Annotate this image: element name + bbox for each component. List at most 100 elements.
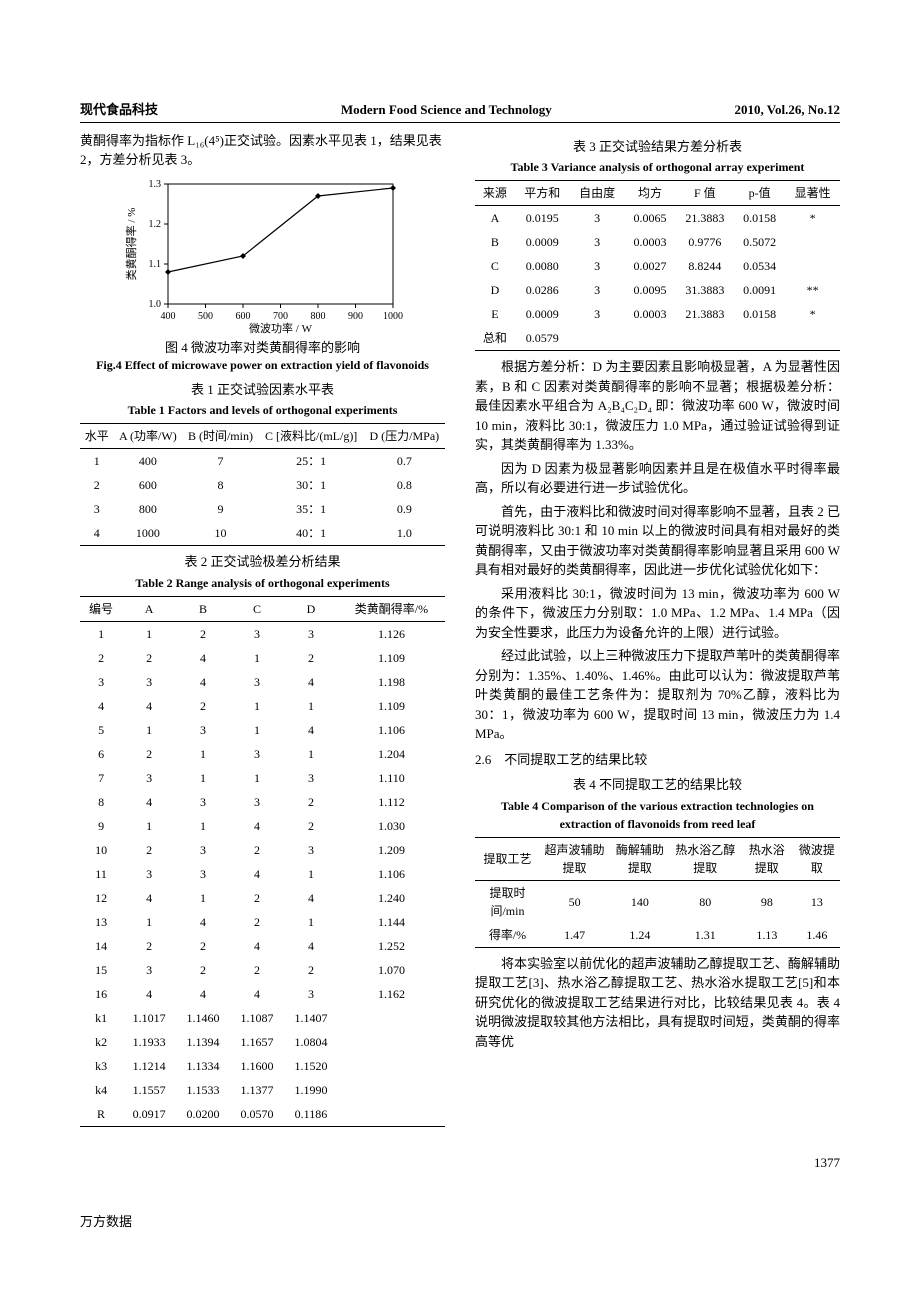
- figure-4-chart: 40050060070080090010001.01.11.21.3微波功率 /…: [123, 174, 403, 334]
- para4: 采用液料比 30:1，微波时间为 13 min，微波功率为 600 W 的条件下…: [475, 584, 840, 643]
- table-cell: 1.0804: [284, 1030, 338, 1054]
- table-cell: 1.112: [338, 790, 445, 814]
- table-header-cell: 热水浴提取: [740, 837, 794, 880]
- table-cell: 0.0009: [515, 230, 570, 254]
- header-left: 现代食品科技: [80, 100, 158, 120]
- table-cell: 1.1017: [122, 1006, 176, 1030]
- table-cell: 2: [230, 958, 284, 982]
- table-cell: 1.204: [338, 742, 445, 766]
- table-cell: B: [475, 230, 515, 254]
- section-2-6: 2.6 不同提取工艺的结果比较: [475, 750, 840, 770]
- table-cell: 1: [80, 621, 122, 646]
- table-cell: 3: [122, 766, 176, 790]
- table-cell: 1: [230, 718, 284, 742]
- table-cell: 4: [122, 886, 176, 910]
- table-cell: 1: [122, 621, 176, 646]
- table-cell: 0.0080: [515, 254, 570, 278]
- table-cell: 3: [176, 790, 230, 814]
- table-cell: 1.46: [794, 923, 840, 948]
- table-cell: 0.0158: [734, 302, 785, 326]
- table-row: 224121.109: [80, 646, 445, 670]
- table-cell: 3: [284, 766, 338, 790]
- table-cell: 30：1: [259, 473, 364, 497]
- table-cell: 4: [230, 862, 284, 886]
- table-cell: 1.1087: [230, 1006, 284, 1030]
- table-cell: 4: [230, 982, 284, 1006]
- table-cell: 98: [740, 880, 794, 923]
- table-row: D0.028630.009531.38830.0091**: [475, 278, 840, 302]
- table-cell: 3: [570, 302, 625, 326]
- table-cell: *: [785, 302, 840, 326]
- table-cell: 12: [80, 886, 122, 910]
- table-cell: 1.1657: [230, 1030, 284, 1054]
- table-cell: 0.0003: [624, 230, 675, 254]
- table-cell: 4: [122, 790, 176, 814]
- table-cell: 2: [122, 934, 176, 958]
- table-row: 1400725：10.7: [80, 449, 445, 474]
- table-cell: 600: [114, 473, 183, 497]
- table-cell: 1.0: [364, 521, 445, 546]
- table-row: 得率/%1.471.241.311.131.46: [475, 923, 840, 948]
- table-cell: 0.0534: [734, 254, 785, 278]
- table-cell: 3: [284, 621, 338, 646]
- table-cell: 2: [284, 958, 338, 982]
- table-cell: 4: [176, 670, 230, 694]
- table-cell: 1.1214: [122, 1054, 176, 1078]
- table-header-cell: 自由度: [570, 181, 625, 206]
- table-row: 731131.110: [80, 766, 445, 790]
- table-header-cell: A: [122, 596, 176, 621]
- table-cell: 8: [182, 473, 258, 497]
- table-cell: 11: [80, 862, 122, 886]
- table-cell: 8: [80, 790, 122, 814]
- table-cell: 2: [230, 838, 284, 862]
- table-cell: 1.126: [338, 621, 445, 646]
- table-cell: 40：1: [259, 521, 364, 546]
- table-cell: 0.9776: [676, 230, 735, 254]
- table-cell: 0.0917: [122, 1102, 176, 1127]
- table-cell: 4: [80, 521, 114, 546]
- table-cell: 4: [176, 646, 230, 670]
- table-cell: 4: [176, 982, 230, 1006]
- table-row: 843321.112: [80, 790, 445, 814]
- table-cell: *: [785, 206, 840, 231]
- table3-title-en: Table 3 Variance analysis of orthogonal …: [475, 158, 840, 176]
- table-cell: 14: [80, 934, 122, 958]
- table-header-cell: 来源: [475, 181, 515, 206]
- table-cell: 4: [284, 886, 338, 910]
- table-cell: 0.0570: [230, 1102, 284, 1127]
- table2: 编号ABCD类黄酮得率/%112331.126224121.109334341.…: [80, 596, 445, 1127]
- table-header-cell: C [液料比/(mL/g)]: [259, 424, 364, 449]
- table-cell: [785, 326, 840, 351]
- table-cell: 1: [284, 694, 338, 718]
- svg-text:1.3: 1.3: [148, 179, 161, 190]
- svg-text:900: 900: [348, 311, 363, 322]
- table-cell: 10: [80, 838, 122, 862]
- table-cell: 1.198: [338, 670, 445, 694]
- table-cell: 1: [284, 742, 338, 766]
- table-row: 410001040：11.0: [80, 521, 445, 546]
- table-header-cell: 编号: [80, 596, 122, 621]
- table-row: 3800935：10.9: [80, 497, 445, 521]
- table-cell: 2: [122, 742, 176, 766]
- table-cell: 1.24: [609, 923, 671, 948]
- table-row: 1241241.240: [80, 886, 445, 910]
- table2-title-en: Table 2 Range analysis of orthogonal exp…: [80, 574, 445, 592]
- para3: 首先，由于液料比和微波时间对得率影响不显著，且表 2 已可说明液料比 30:1 …: [475, 502, 840, 580]
- table-cell: 0.5072: [734, 230, 785, 254]
- table-header-cell: D: [284, 596, 338, 621]
- table-header-cell: B (时间/min): [182, 424, 258, 449]
- table-cell: 1.1520: [284, 1054, 338, 1078]
- table-cell: 80: [671, 880, 740, 923]
- table-row: k31.12141.13341.16001.1520: [80, 1054, 445, 1078]
- table-cell: 35：1: [259, 497, 364, 521]
- table-cell: 3: [284, 838, 338, 862]
- table-cell: k3: [80, 1054, 122, 1078]
- table-cell: 31.3883: [676, 278, 735, 302]
- table-cell: k2: [80, 1030, 122, 1054]
- svg-text:1.1: 1.1: [148, 259, 161, 270]
- svg-text:1.2: 1.2: [148, 219, 161, 230]
- table-cell: 2: [80, 646, 122, 670]
- table-header-cell: 水平: [80, 424, 114, 449]
- table-cell: 1.144: [338, 910, 445, 934]
- table-cell: 3: [176, 718, 230, 742]
